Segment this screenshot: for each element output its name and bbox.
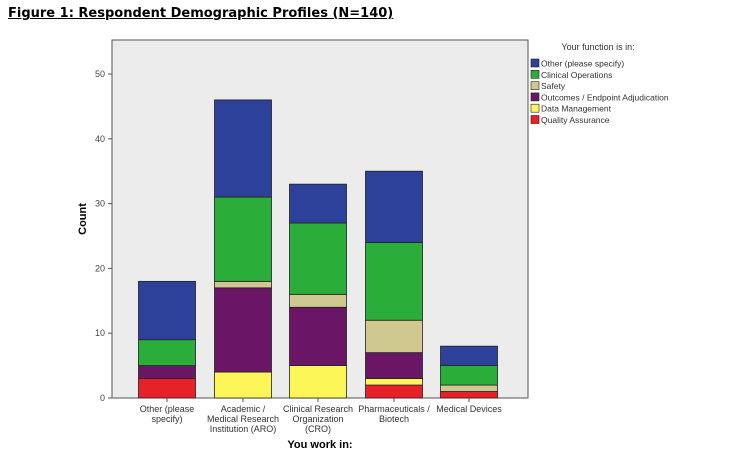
y-tick-label: 40 — [95, 134, 105, 144]
legend-swatch — [530, 81, 540, 90]
bar-segment — [365, 378, 423, 386]
legend-swatch — [530, 103, 540, 113]
bar-segment — [440, 391, 498, 399]
legend-swatch — [530, 58, 540, 68]
legend-label: Outcomes / Endpoint Adjudication — [541, 92, 669, 102]
y-tick-label: 20 — [95, 263, 105, 273]
bar-segment — [138, 339, 196, 366]
bar-segment — [289, 306, 347, 366]
bar-segment — [440, 384, 498, 392]
bar-segment — [440, 365, 498, 386]
bar-segment — [138, 378, 196, 399]
x-tick-label: Organization — [292, 414, 343, 424]
bar-segment — [138, 365, 196, 379]
legend-label: Data Management — [541, 104, 612, 114]
chart-title: Figure 1: Respondent Demographic Profile… — [8, 6, 394, 21]
x-axis-label: You work in: — [287, 439, 352, 451]
y-tick-label: 50 — [95, 69, 105, 79]
bar-segment — [214, 287, 272, 373]
bar-segment — [289, 222, 347, 295]
x-tick-label: Biotech — [379, 414, 409, 424]
legend-label: Safety — [541, 81, 566, 91]
bar-segment — [440, 345, 498, 367]
bar-segment — [214, 280, 272, 289]
bar-segment — [214, 371, 272, 399]
x-tick-label: Institution (ARO) — [210, 424, 277, 434]
x-tick-label: (CRO) — [305, 424, 331, 434]
x-tick-label: Medical Devices — [436, 404, 502, 414]
x-tick-label: Clinical Research — [283, 404, 353, 414]
x-tick-label: specify) — [151, 414, 182, 424]
x-tick-label: Academic / — [221, 404, 266, 414]
legend-swatch — [530, 70, 540, 79]
bar-segment — [365, 242, 423, 321]
y-tick-label: 30 — [95, 199, 105, 209]
y-tick-label: 0 — [100, 393, 105, 403]
legend-label: Clinical Operations — [541, 70, 612, 80]
bar-segment — [138, 280, 196, 341]
legend-swatch — [530, 92, 540, 102]
bar-segment — [365, 319, 423, 354]
bar-segment — [214, 99, 272, 198]
bar-segment — [289, 183, 347, 224]
bar-segment — [365, 170, 423, 243]
bar-segment — [365, 384, 423, 399]
y-tick-label: 10 — [95, 328, 105, 338]
legend-title: Your function is in: — [561, 42, 634, 52]
bar-segment — [289, 365, 347, 399]
bar-segment — [214, 196, 272, 282]
x-tick-label: Other (please — [140, 404, 195, 414]
x-tick-label: Medical Research — [207, 414, 279, 424]
bar-segment — [365, 352, 423, 379]
legend-label: Quality Assurance — [541, 115, 610, 125]
x-tick-label: Pharmaceuticals / — [358, 404, 430, 414]
bar-segment — [289, 293, 347, 308]
y-axis-label: Count — [77, 203, 89, 235]
legend-swatch — [530, 115, 540, 124]
legend-label: Other (please specify) — [541, 59, 624, 69]
